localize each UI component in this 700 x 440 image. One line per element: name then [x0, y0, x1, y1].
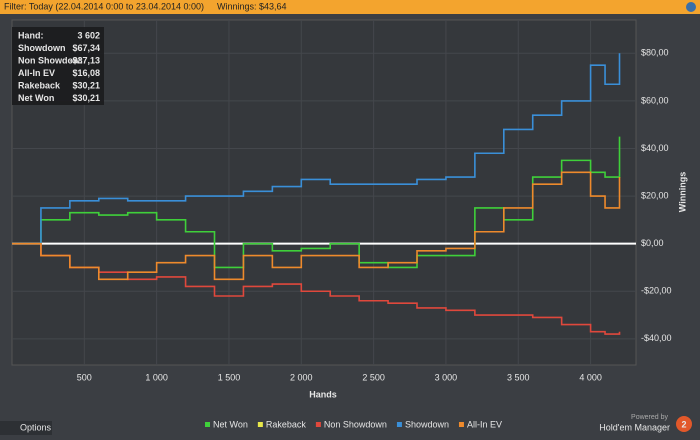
- x-axis-label: Hands: [309, 389, 337, 399]
- x-tick-label: 500: [77, 372, 92, 382]
- x-tick-label: 1 000: [145, 372, 168, 382]
- stat-label: Showdown: [18, 43, 66, 53]
- x-tick-label: 1 500: [218, 372, 241, 382]
- legend-label: Net Won: [213, 419, 248, 429]
- legend-label: Non Showdown: [324, 419, 387, 429]
- stat-value: $30,21: [72, 93, 100, 103]
- stat-value: $16,08: [72, 68, 100, 78]
- legend-swatch: [205, 422, 210, 427]
- y-tick-label: $20,00: [641, 190, 669, 200]
- legend-label: Rakeback: [266, 419, 307, 429]
- filter-bar: [0, 0, 700, 14]
- stat-label: Non Showdow:: [18, 55, 83, 65]
- series-line: [12, 53, 621, 245]
- legend-label: All-In EV: [467, 419, 502, 429]
- legend-swatch: [396, 422, 402, 427]
- x-tick-label: 4 000: [579, 372, 602, 382]
- brand-badge: 2: [681, 419, 686, 429]
- y-tick-label: $60,00: [641, 95, 669, 105]
- series-line: [12, 171, 621, 281]
- stat-label: Net Won: [18, 93, 54, 103]
- x-tick-label: 3 500: [507, 372, 530, 382]
- stat-label: Hand:: [18, 30, 44, 40]
- filter-text: Filter: Today (22.04.2014 0:00 to 23.04.…: [4, 1, 204, 11]
- stat-value: $30,21: [72, 80, 100, 90]
- legend-swatch: [257, 422, 263, 427]
- legend-swatch: [458, 422, 464, 427]
- y-axis-label: Winnings: [677, 172, 687, 212]
- stat-value: $67,34: [72, 43, 100, 53]
- stat-label: All-In EV: [18, 68, 55, 78]
- winnings-text: Winnings: $43,64: [217, 1, 287, 11]
- plot-area: [11, 19, 637, 366]
- x-tick-label: 3 000: [435, 372, 458, 382]
- options-label[interactable]: Options: [20, 422, 52, 432]
- options-button[interactable]: [0, 421, 52, 435]
- y-tick-label: -$40,00: [641, 333, 672, 343]
- y-tick-label: -$20,00: [641, 286, 672, 296]
- y-tick-label: $40,00: [641, 143, 669, 153]
- y-tick-label: $80,00: [641, 48, 669, 58]
- x-tick-label: 2 000: [290, 372, 313, 382]
- stat-label: Rakeback: [18, 80, 61, 90]
- y-tick-label: $0,00: [641, 238, 664, 248]
- legend-label: Showdown: [405, 419, 449, 429]
- stat-value: 3 602: [77, 30, 100, 40]
- x-tick-label: 2 500: [362, 372, 385, 382]
- legend-swatch: [315, 422, 321, 427]
- powered-by: Powered by: [631, 414, 668, 421]
- series-line: [12, 136, 621, 269]
- stats-box: [12, 27, 104, 105]
- stat-value: -$37,13: [69, 55, 100, 65]
- help-button[interactable]: [686, 2, 696, 12]
- brand-logo: [676, 416, 692, 432]
- brand: Hold'em Manager: [599, 422, 670, 432]
